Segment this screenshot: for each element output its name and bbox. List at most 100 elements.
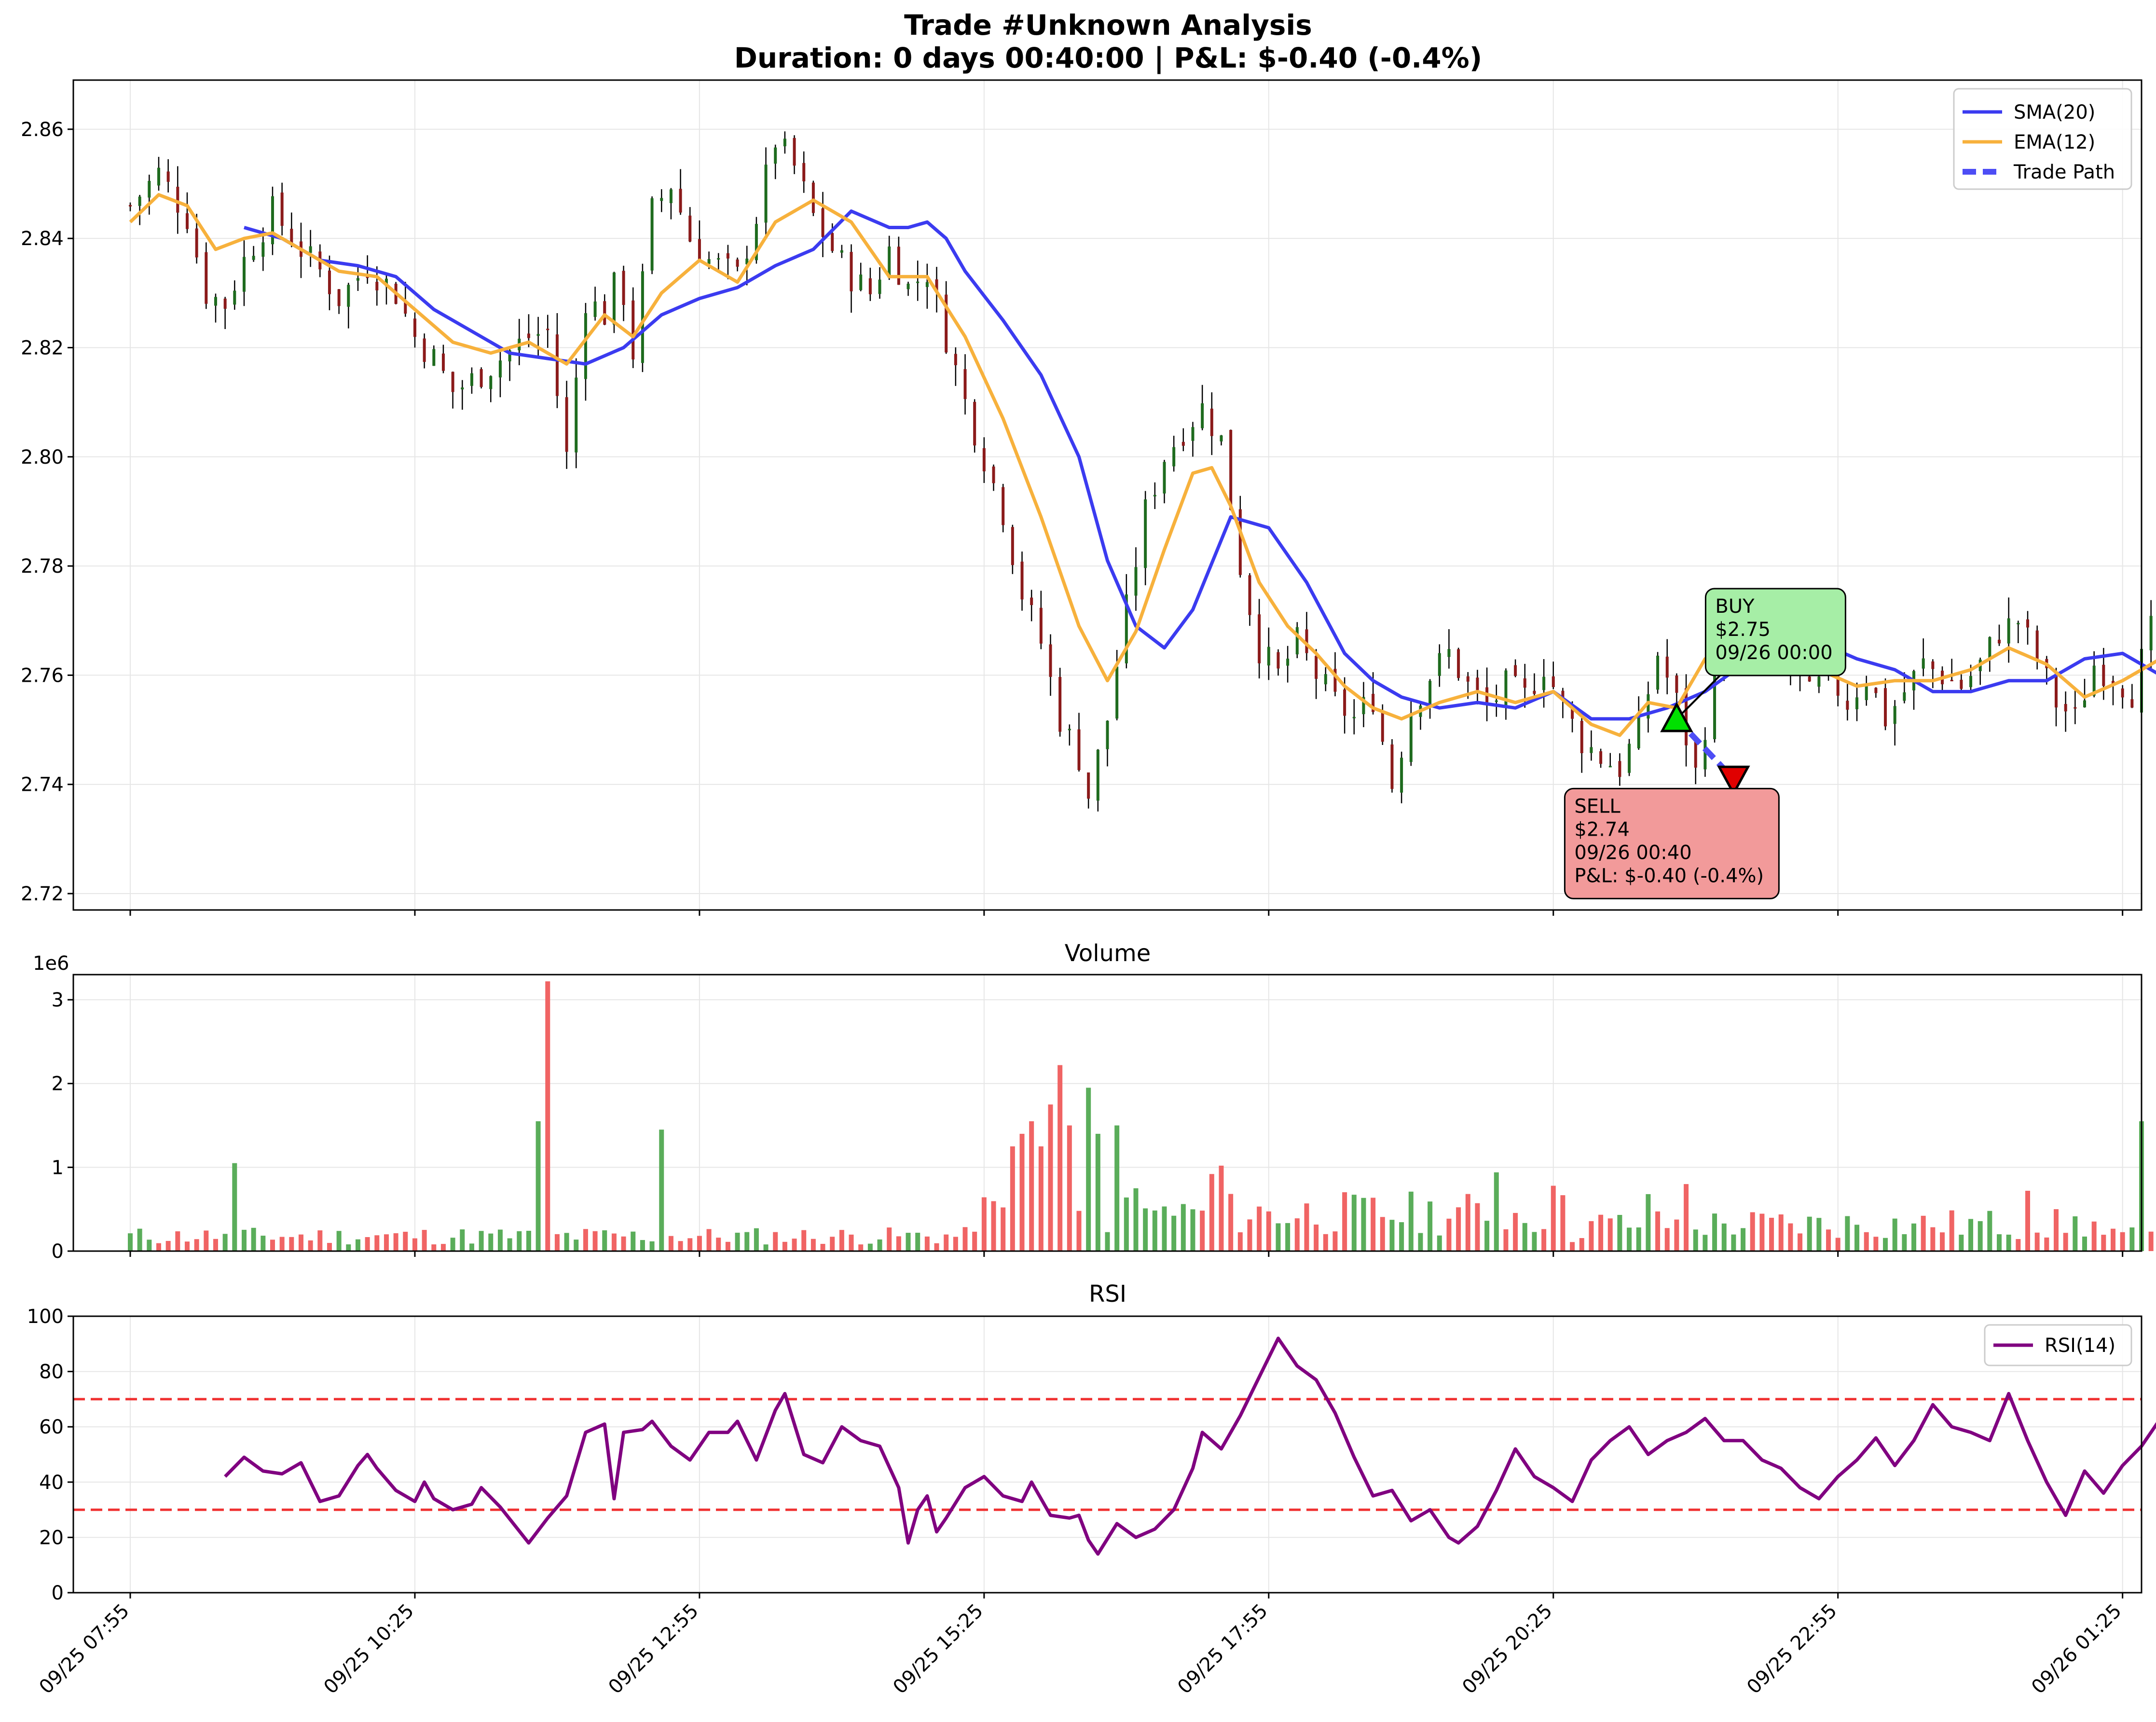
volume-bar (1380, 1217, 1385, 1251)
price-legend: SMA(20) EMA(12) Trade Path (1953, 88, 2132, 190)
candle-body (641, 271, 644, 363)
volume-bar (1285, 1223, 1291, 1251)
volume-bar (2054, 1209, 2059, 1251)
candle-body (612, 272, 616, 325)
volume-bar (2091, 1221, 2097, 1251)
volume-bar (165, 1240, 171, 1251)
volume-bar (1560, 1195, 1566, 1251)
volume-bar (2044, 1237, 2049, 1251)
volume-bar (365, 1237, 370, 1251)
volume-bar (261, 1236, 266, 1251)
volume-bar (1854, 1225, 1860, 1251)
volume-bar (156, 1243, 161, 1251)
volume-bar (1323, 1234, 1328, 1251)
volume-bar (251, 1227, 256, 1251)
volume-bar (602, 1230, 607, 1251)
candle-body (1485, 687, 1489, 706)
volume-bar (1693, 1229, 1698, 1251)
buy-marker (1660, 702, 1693, 732)
candle-body (2074, 707, 2077, 709)
price-y-tick-label: 2.86 (21, 119, 64, 141)
volume-bar (678, 1241, 683, 1251)
candle-body (1884, 688, 1887, 727)
price-y-tick-label: 2.76 (21, 664, 64, 687)
candle-body (736, 259, 739, 267)
volume-bar (1029, 1121, 1034, 1251)
volume-bar (877, 1239, 882, 1251)
volume-bar (147, 1240, 152, 1251)
candle-body (290, 229, 293, 245)
volume-bar (2082, 1236, 2087, 1251)
candle-body (831, 233, 834, 251)
volume-bar (706, 1229, 712, 1251)
volume-bar (1807, 1216, 1812, 1251)
volume-bar (1019, 1133, 1025, 1251)
volume-bar (773, 1232, 778, 1251)
volume-bar (896, 1236, 901, 1251)
volume-bar (725, 1241, 730, 1251)
candle-body (660, 198, 663, 201)
candle-body (1390, 744, 1394, 789)
volume-bar (1332, 1231, 1338, 1251)
candle-body (1685, 688, 1688, 745)
candle-body (375, 282, 379, 290)
volume-bar (1209, 1174, 1214, 1251)
volume-bar (1977, 1221, 1983, 1251)
candle-body (1106, 720, 1109, 749)
volume-bar (184, 1241, 190, 1251)
volume-bar (1219, 1165, 1224, 1251)
volume-bar (858, 1244, 864, 1251)
volume-bar (327, 1243, 332, 1251)
candle-body (679, 189, 682, 213)
volume-bar (1067, 1125, 1072, 1251)
volume-bar (1617, 1215, 1622, 1251)
volume-bar (1646, 1194, 1651, 1251)
price-legend-label: EMA(12) (2014, 131, 2095, 153)
volume-bar (867, 1243, 873, 1251)
candle-body (1637, 714, 1640, 748)
candle-body (280, 193, 284, 226)
candle-body (1134, 567, 1138, 596)
volume-bar (1304, 1203, 1309, 1251)
volume-bar (1503, 1229, 1509, 1251)
candle-body (1011, 527, 1014, 565)
candle-body (498, 360, 502, 378)
candle-body (1305, 629, 1308, 653)
candle-body (1020, 561, 1024, 600)
volume-bar (1389, 1220, 1395, 1251)
figure-title: Trade #Unknown Analysis (904, 9, 1312, 41)
candle-body (1163, 462, 1166, 494)
candle-body (973, 401, 976, 446)
candle-body (764, 165, 768, 223)
candle-body (1808, 676, 1811, 682)
volume-bar (1532, 1232, 1537, 1251)
price-y-tick-label: 2.84 (21, 228, 64, 250)
volume-bar (554, 1234, 560, 1251)
candle-body (1703, 740, 1707, 770)
volume-bar (849, 1234, 854, 1251)
rsi-legend-frame (1984, 1324, 2132, 1366)
volume-bar (915, 1232, 920, 1251)
volume-bar (308, 1240, 313, 1251)
volume-bar (204, 1230, 209, 1251)
candle-body (1315, 656, 1318, 679)
price-legend-frame (1953, 88, 2132, 190)
volume-bar (1351, 1195, 1357, 1251)
volume-bar (393, 1233, 398, 1251)
candle-body (868, 278, 872, 294)
volume-bar (1237, 1232, 1243, 1251)
volume-bar (621, 1236, 626, 1251)
volume-bar (592, 1231, 598, 1251)
price-candles (128, 131, 2153, 812)
volume-bar (1902, 1234, 1907, 1251)
candle-body (1002, 487, 1005, 525)
volume-bar (1721, 1223, 1727, 1251)
volume-bar (697, 1236, 702, 1251)
volume-bar (906, 1233, 911, 1251)
buy-annotation-price: $2.75 (1715, 619, 1771, 641)
candle-body (1096, 749, 1099, 801)
volume-y-tick-label: 2 (52, 1073, 64, 1095)
volume-bar (289, 1237, 294, 1251)
volume-bar (2129, 1227, 2135, 1251)
candle-body (1172, 447, 1176, 467)
